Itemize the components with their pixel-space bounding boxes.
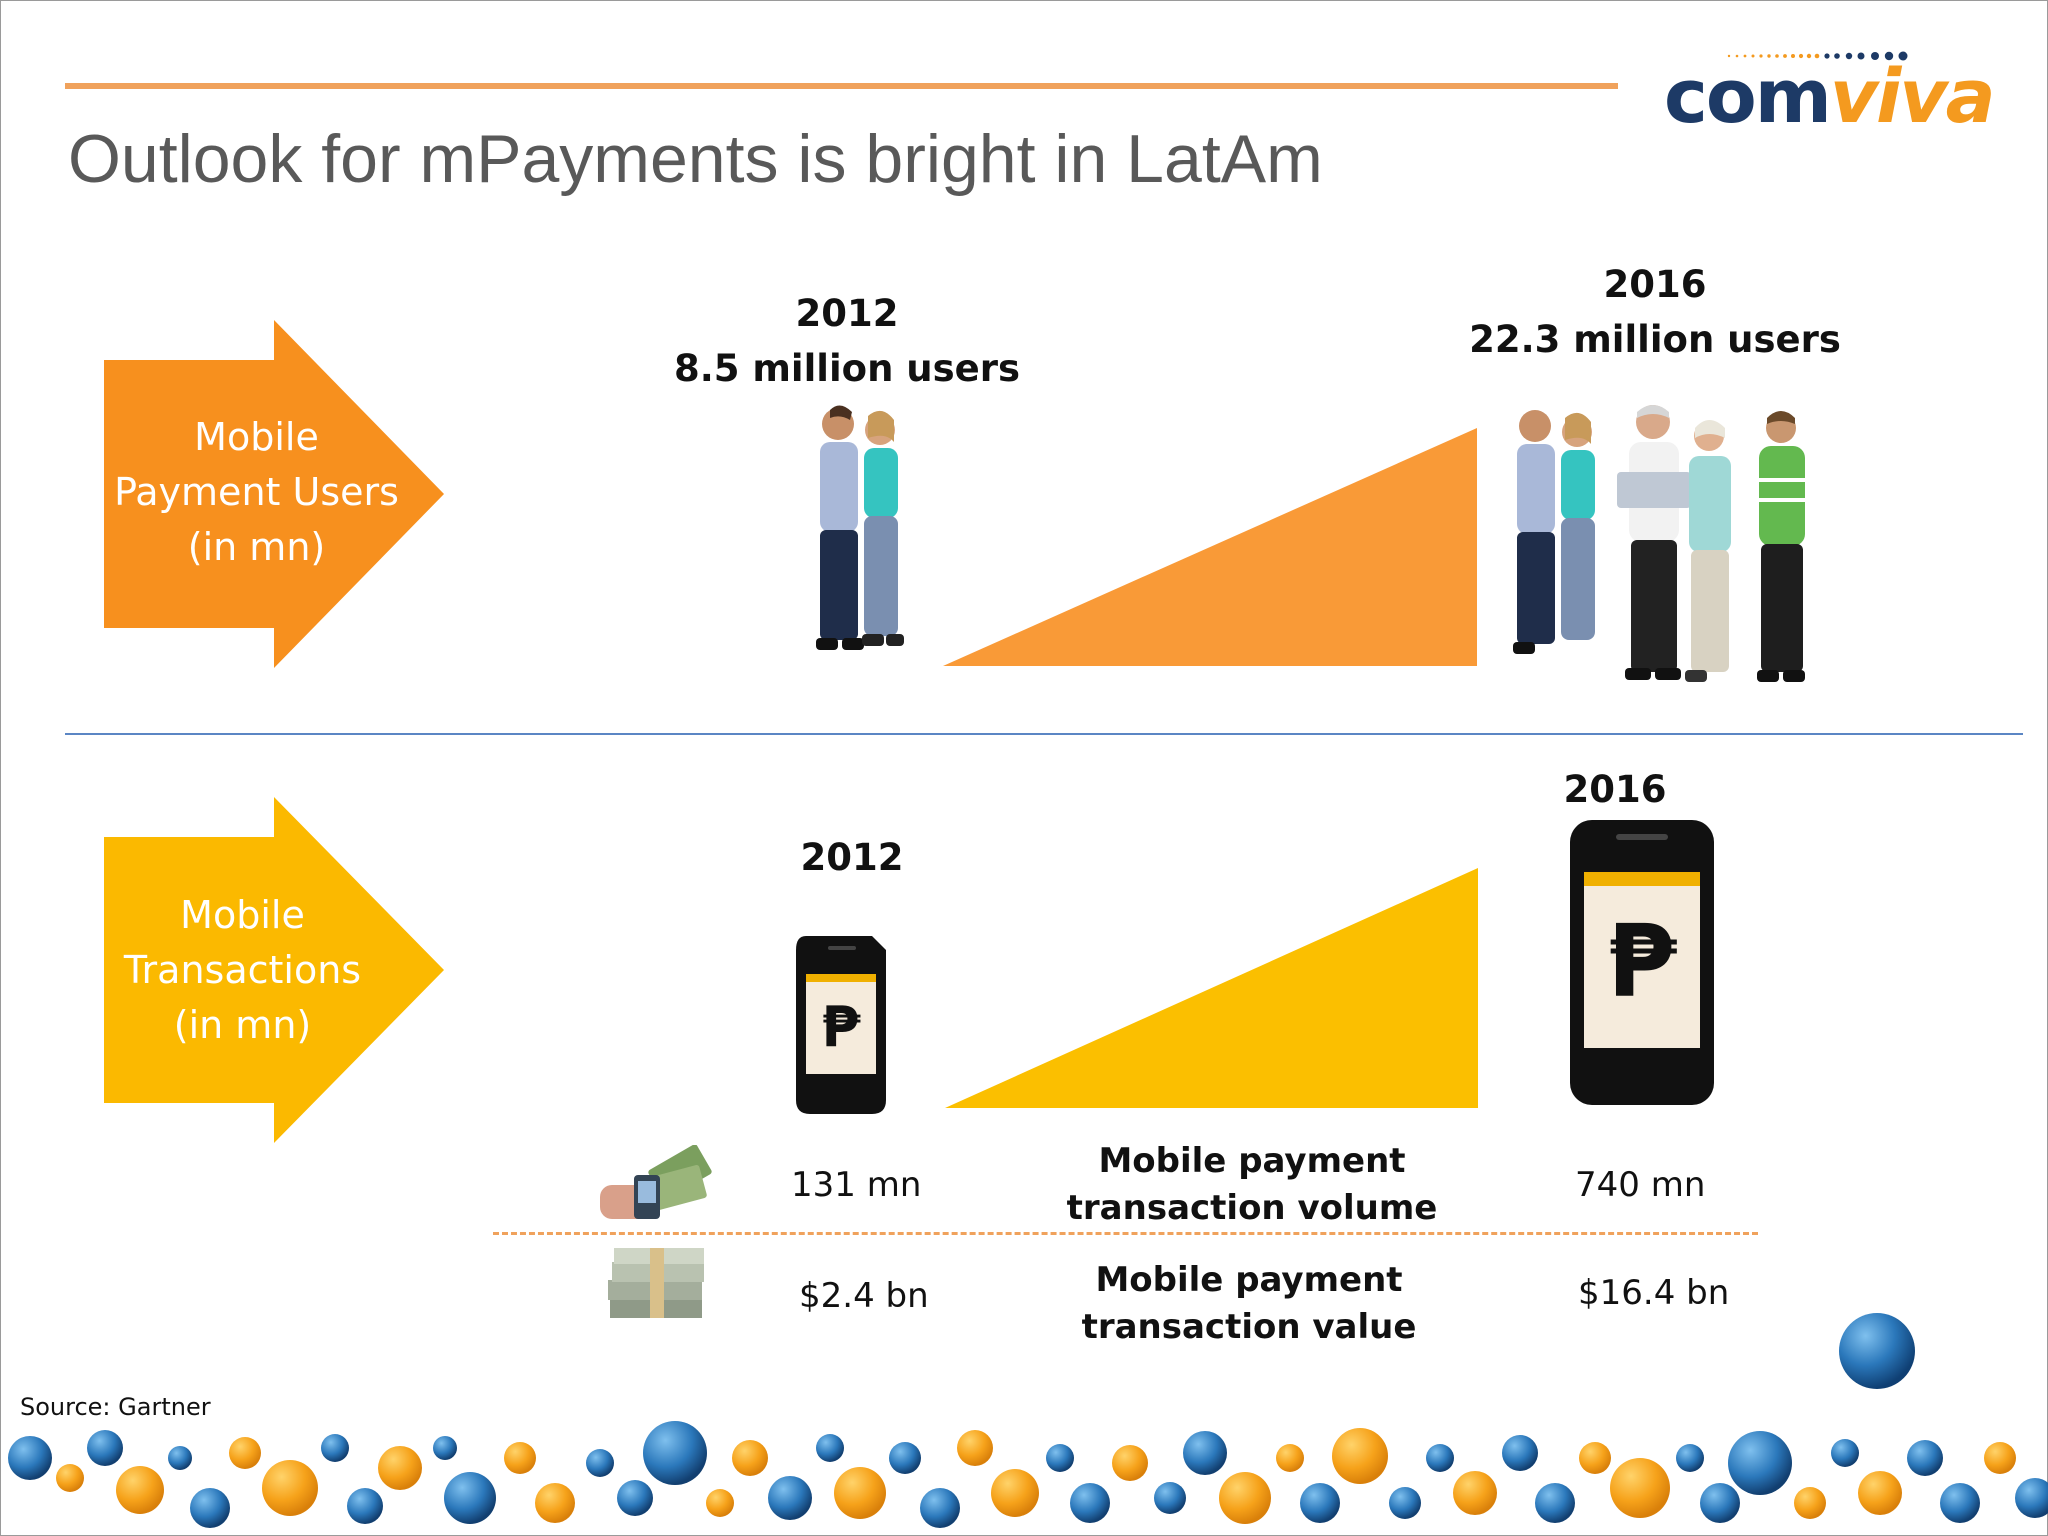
logo-dots-icon	[1727, 51, 1908, 61]
mobile-phone-small-icon: ₱	[796, 936, 886, 1114]
people-group-icon	[1513, 405, 1805, 682]
users-growth-wedge	[943, 428, 1477, 666]
blue-sphere-icon	[1839, 1313, 1915, 1389]
users-2016-heading: 2016 22.3 million users	[1455, 257, 1855, 367]
header-rule	[65, 83, 1618, 89]
volume-metric-label: Mobile payment transaction volume	[1066, 1141, 1438, 1228]
transactions-growth-wedge	[945, 868, 1478, 1108]
mobile-phone-large-icon: ₱	[1570, 820, 1714, 1105]
users-2012-value: 8.5 million users	[673, 347, 1021, 390]
logo-wordmark: comviva	[1664, 54, 1996, 140]
section-divider	[65, 733, 2023, 735]
users-arrow-label: Mobile Payment Users (in mn)	[114, 415, 399, 569]
users-2016-year: 2016	[1603, 263, 1707, 306]
users-2016-value: 22.3 million users	[1469, 318, 1841, 361]
volume-2016-value: 740 mn	[1575, 1165, 1706, 1205]
transactions-2016-year: 2016	[1563, 768, 1667, 811]
svg-text:₱: ₱	[822, 995, 861, 1060]
users-arrow-shape	[104, 320, 444, 668]
value-2012-value: $2.4 bn	[799, 1276, 929, 1316]
cash-phone-icon	[600, 1145, 712, 1219]
people-couple-icon	[816, 405, 904, 650]
money-stack-icon	[608, 1248, 704, 1318]
comviva-logo: comviva	[1660, 42, 2005, 140]
source-note: Source: Gartner	[20, 1393, 211, 1421]
transactions-2012-year: 2012	[800, 836, 904, 879]
value-metric-label: Mobile payment transaction value	[1081, 1260, 1417, 1347]
users-2012-year: 2012	[795, 292, 899, 335]
svg-text:₱: ₱	[1607, 903, 1677, 1020]
metrics-dashed-divider	[493, 1232, 1758, 1235]
transactions-arrow-shape	[104, 797, 444, 1143]
volume-2012-value: 131 mn	[791, 1165, 922, 1205]
transactions-arrow-label: Mobile Transactions (in mn)	[123, 893, 362, 1047]
page-number: 5	[1945, 1441, 1961, 1469]
bubble-footer-decoration	[8, 1421, 2048, 1528]
value-2016-value: $16.4 bn	[1578, 1273, 1730, 1313]
users-2012-heading: 2012 8.5 million users	[647, 286, 1047, 396]
page-title: Outlook for mPayments is bright in LatAm	[68, 121, 1323, 197]
